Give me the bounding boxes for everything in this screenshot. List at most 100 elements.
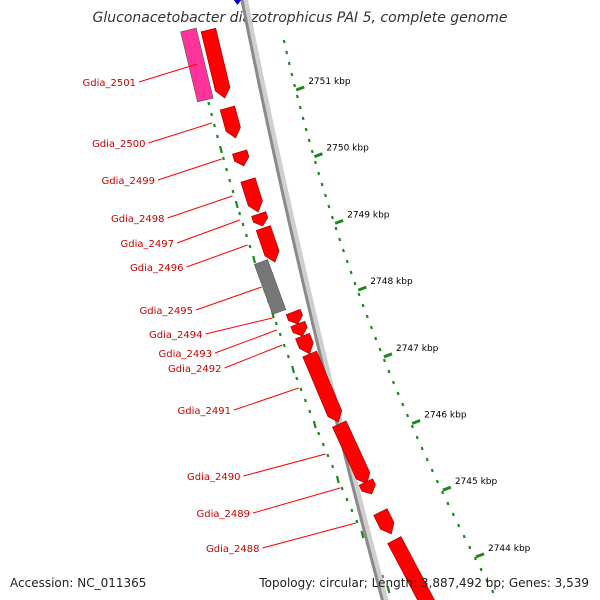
tick-dot (430, 468, 434, 473)
genome-backbone (240, 0, 384, 600)
label-leader-line (243, 453, 326, 477)
tick-dot (349, 270, 353, 275)
label-leader-line (176, 219, 240, 244)
tick-dot (353, 281, 357, 286)
tick-dot (361, 303, 365, 308)
tick-dot (312, 420, 317, 429)
kbp-tick-mark (334, 218, 344, 225)
tick-dot (334, 226, 338, 231)
tick-dot (225, 167, 229, 172)
gene-label: Gdia_2492 (168, 364, 221, 375)
kbp-tick-label: 2746 kbp (424, 411, 467, 421)
tick-dot (215, 134, 219, 139)
tick-dot (392, 380, 395, 385)
tick-dot (468, 545, 472, 550)
tick-dot (252, 255, 257, 264)
label-leader-line (214, 329, 277, 354)
kbp-tick-mark (411, 419, 421, 425)
tick-dot (345, 497, 349, 502)
tick-dot (278, 332, 282, 337)
top-marker (233, 0, 242, 5)
tick-dot (218, 145, 223, 154)
gene-feature (251, 211, 269, 227)
tick-dot (382, 358, 386, 363)
label-leader-line (157, 158, 222, 181)
gene-feature (295, 332, 314, 355)
tick-dot (231, 189, 235, 194)
tick-dot (291, 365, 295, 374)
gene-feature (232, 149, 250, 167)
tick-dot (317, 171, 321, 176)
gene-label: Gdia_2497 (121, 239, 174, 250)
gene-feature (302, 350, 343, 423)
gene-feature-other (253, 259, 287, 315)
gene-label: Gdia_2494 (149, 330, 202, 341)
tick-dot (228, 178, 232, 183)
gene-labels: Gdia_2501 Gdia_2500 Gdia_2499 Gdia_2498 Gdia… (83, 63, 356, 555)
tick-dot (457, 523, 461, 528)
tick-dot (287, 61, 291, 66)
gene-feature (219, 105, 241, 139)
tick-dot (210, 112, 214, 117)
label-leader-line (262, 522, 356, 549)
tick-dot (327, 204, 331, 209)
kbp-tick-label: 2750 kbp (326, 144, 369, 154)
genome-backbone-shadow (241, 0, 389, 600)
tick-dot (341, 248, 345, 253)
label-leader-line (224, 344, 283, 369)
tick-dot (340, 486, 344, 491)
tick-dot (286, 354, 290, 359)
label-leader-line (167, 195, 233, 219)
tick-dot (213, 123, 216, 128)
accession-text: Accession: NC_011365 (10, 576, 147, 590)
tick-dot (446, 501, 450, 506)
gene-label: Gdia_2496 (130, 263, 183, 274)
tick-dot (241, 222, 245, 227)
gene-features (180, 0, 436, 600)
tick-dot (314, 160, 317, 165)
tick-dot (320, 182, 324, 187)
map-title: Gluconacetobacter diazotrophicus PAI 5, … (92, 10, 508, 26)
tick-dot (335, 475, 340, 484)
kbp-tick-mark (313, 152, 323, 159)
kbp-tick-label: 2749 kbp (347, 210, 390, 220)
gene-feature (332, 420, 371, 485)
kbp-tick-label: 2745 kbp (455, 477, 498, 487)
tick-dot (381, 574, 385, 579)
tick-dot (238, 211, 242, 216)
tick-dot (282, 343, 286, 348)
gene-feature (373, 508, 395, 535)
tick-dot (338, 237, 342, 242)
tick-dot (386, 585, 391, 594)
gene-feature (358, 478, 376, 495)
kbp-tick-mark (475, 552, 485, 559)
tick-dot (378, 347, 382, 352)
tick-dot (369, 325, 373, 330)
tick-dot (374, 336, 378, 341)
tick-dot (420, 446, 424, 451)
tick-dot (301, 116, 305, 121)
kbp-tick-label: 2751 kbp (308, 77, 351, 87)
kbp-tick-label: 2748 kbp (370, 277, 413, 287)
gene-feature (285, 308, 303, 325)
label-leader-line (148, 122, 212, 144)
tick-dot (441, 490, 445, 495)
gene-feature (240, 177, 263, 213)
gene-label: Gdia_2493 (159, 349, 212, 360)
kbp-tick-mark (357, 285, 367, 292)
gene-feature (387, 536, 436, 600)
tick-dot (357, 292, 361, 297)
tick-dot (401, 402, 405, 407)
gene-label: Gdia_2489 (197, 509, 250, 520)
tick-dot (435, 479, 439, 484)
tick-dot (321, 442, 325, 447)
tick-dot (365, 314, 369, 319)
tick-dot (326, 453, 330, 458)
label-leader-line (252, 487, 341, 514)
tick-dot (360, 530, 365, 539)
gene-label: Gdia_2490 (187, 472, 240, 483)
kbp-tick-mark (383, 352, 393, 359)
tick-dot (387, 369, 391, 374)
gene-label: Gdia_2501 (83, 78, 136, 89)
